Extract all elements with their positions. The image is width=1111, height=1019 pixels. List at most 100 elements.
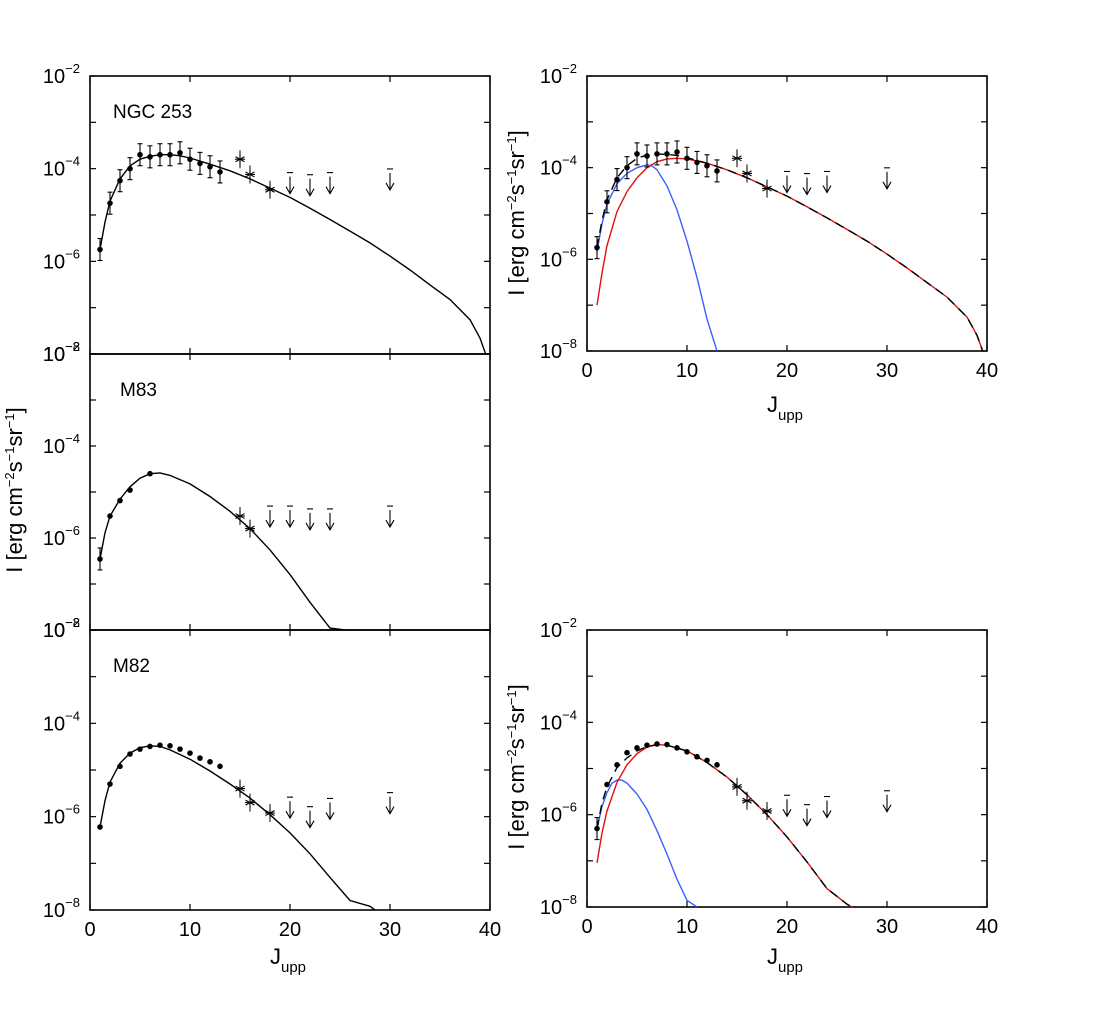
upper-limit-arrow: [305, 174, 315, 197]
data-point: [207, 758, 213, 765]
arrow-head: [305, 820, 315, 829]
arrow-head: [285, 810, 295, 820]
x-tick-label: 20: [776, 916, 798, 938]
panel-m83_left: 10−8 10−6 10−4 10−2 M83: [43, 339, 491, 642]
data-point: [97, 246, 103, 253]
x-tick-label: 30: [876, 916, 898, 938]
y-tick-label: 10−8: [43, 339, 80, 366]
data-point: [684, 155, 690, 162]
asterisk-point: [732, 777, 742, 796]
arrow-head: [305, 188, 315, 197]
data-point: [714, 762, 720, 768]
series-line-low: [596, 164, 718, 351]
y-tick-label: 10−4: [43, 431, 80, 458]
panel-m82_left: 10−8 10−6 10−4 10−2 0 10 20 30 40 M82: [43, 615, 501, 941]
y-tick-label: 10−6: [540, 244, 577, 271]
data-point: [694, 753, 700, 760]
upper-limit-arrow: [285, 505, 295, 529]
upper-limit-arrow: [325, 172, 335, 195]
plot-frame: [89, 629, 491, 911]
axes-layer: 10−8 10−6 10−4 10−2 NGC 253 10−8 10−6 10−4 10−2 M…: [43, 61, 998, 941]
panel-title: M82: [113, 656, 150, 677]
y-tick-label: 10−6: [540, 800, 577, 827]
data-point: [117, 763, 123, 770]
arrow-head: [882, 804, 892, 813]
arrow-head: [285, 186, 295, 195]
arrow-head: [325, 186, 335, 195]
asterisk-point: [265, 803, 275, 822]
panel-ngc253_left: 10−8 10−6 10−4 10−2 NGC 253: [43, 61, 491, 366]
asterisk-point: [245, 793, 255, 812]
data-point: [594, 825, 600, 832]
series-line-total: [596, 153, 984, 351]
data-point: [167, 743, 173, 749]
data-point: [177, 746, 183, 752]
data-point: [107, 513, 113, 519]
y-tick-label: 10−2: [540, 615, 577, 642]
upper-limit-arrow: [305, 508, 315, 532]
arrow-head: [782, 808, 792, 818]
arrow-head: [385, 806, 395, 815]
x-tick-label: 30: [379, 919, 401, 941]
y-tick-label: 10−8: [540, 892, 577, 919]
data-point: [147, 470, 153, 477]
y-tick-label: 10−2: [43, 339, 80, 366]
x-tick-label: 10: [179, 919, 201, 941]
asterisk-point: [742, 791, 752, 810]
arrow-head: [822, 185, 832, 194]
data-point: [197, 160, 203, 167]
upper-limit-arrow: [782, 794, 792, 818]
y-tick-label: 10−6: [43, 802, 80, 829]
x-tick-label: 0: [84, 919, 95, 941]
arrow-head: [325, 522, 335, 532]
arrow-head: [285, 519, 295, 529]
panel-m82_right: 10−8 10−6 10−4 10−2 0 10 20 30 40: [540, 615, 998, 938]
data-point: [157, 742, 163, 748]
asterisk-point: [265, 180, 275, 199]
arrow-head: [782, 185, 792, 194]
upper-limit-arrow: [285, 796, 295, 820]
data-point: [604, 199, 610, 205]
y-axis-label-right-bottom: I [erg cm−2s−1sr−1]: [504, 684, 529, 850]
upper-limit-arrow: [265, 505, 275, 529]
upper-limit-arrow: [385, 505, 395, 529]
asterisk-point: [245, 519, 255, 538]
x-tick-label: 40: [976, 916, 998, 938]
asterisk-point: [742, 164, 752, 183]
x-tick-label: 0: [581, 916, 592, 938]
x-tick-label: 10: [676, 360, 698, 382]
data-point: [614, 762, 620, 768]
y-tick-label: 10−4: [540, 707, 577, 734]
data-point: [644, 742, 650, 748]
upper-limit-arrow: [782, 170, 792, 194]
y-tick-label: 10−4: [43, 708, 80, 735]
data-point: [97, 824, 103, 830]
asterisk-point: [245, 165, 255, 184]
data-point: [614, 176, 620, 183]
data-point: [704, 757, 710, 764]
asterisk-point: [235, 779, 245, 798]
x-tick-label: 20: [776, 360, 798, 382]
asterisk-point: [762, 802, 772, 821]
panel-title: M83: [120, 380, 157, 401]
x-tick-label: 10: [676, 916, 698, 938]
y-tick-label: 10−6: [43, 246, 80, 273]
data-point: [187, 750, 193, 756]
upper-limit-arrow: [385, 792, 395, 815]
data-point: [187, 156, 193, 163]
y-tick-label: 10−8: [43, 615, 80, 642]
data-point: [127, 165, 133, 172]
data-point: [704, 162, 710, 169]
data-point: [137, 746, 143, 752]
y-tick-label: 10−6: [43, 523, 80, 550]
data-point: [624, 164, 630, 171]
y-tick-label: 10−4: [540, 153, 577, 180]
upper-limit-arrow: [325, 508, 335, 532]
y-tick-label: 10−8: [43, 895, 80, 922]
y-tick-label: 10−2: [540, 61, 577, 88]
data-point: [197, 755, 203, 761]
y-tick-label: 10−2: [43, 615, 80, 642]
data-point: [127, 751, 133, 757]
asterisk-point: [732, 149, 742, 168]
upper-limit-arrow: [285, 172, 295, 195]
